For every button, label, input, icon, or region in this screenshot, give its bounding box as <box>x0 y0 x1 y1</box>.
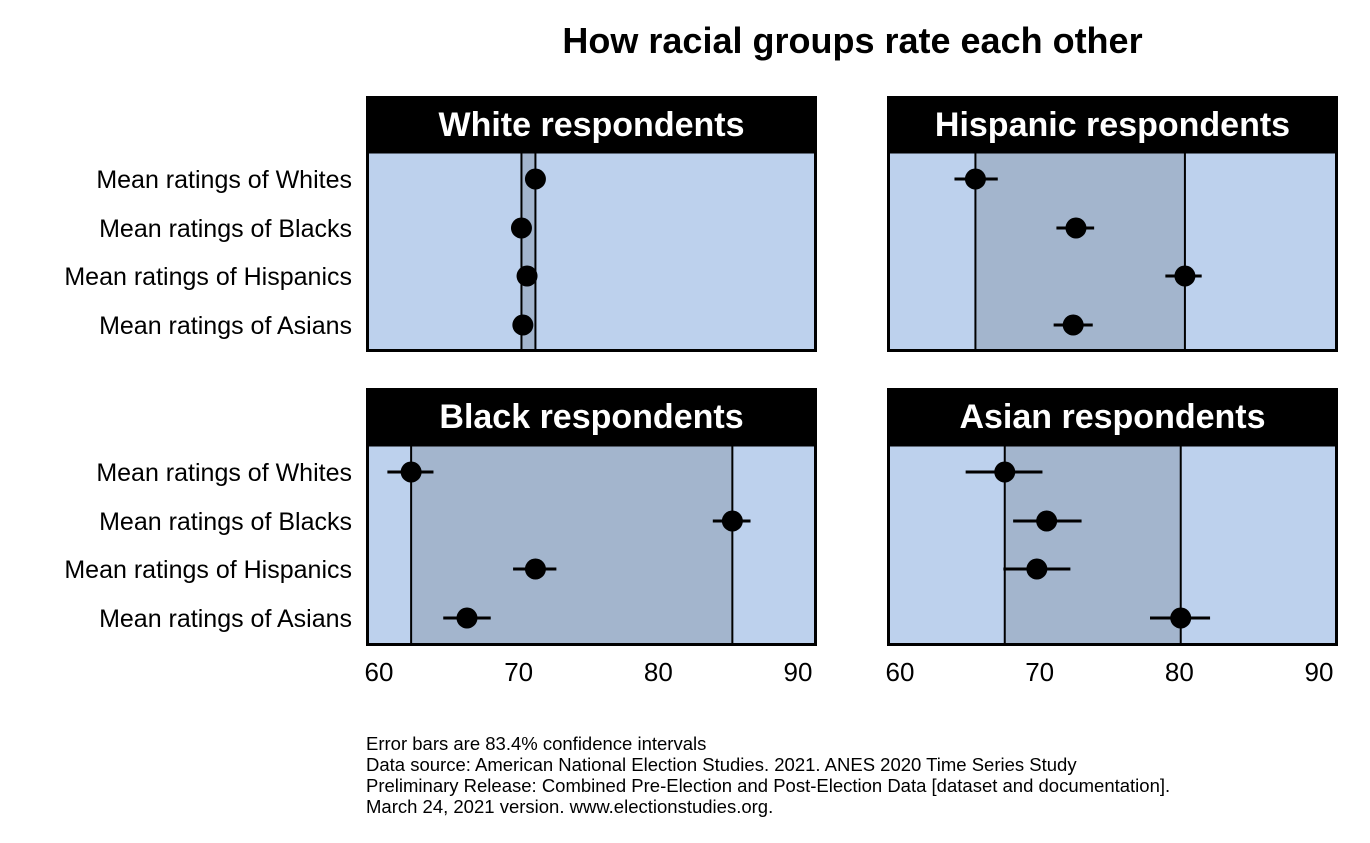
panel-white-respondents: White respondents Mean ratings of Whites M… <box>64 96 817 352</box>
note-line: Error bars are 83.4% confidence interval… <box>366 733 707 754</box>
panel-header <box>887 96 1338 152</box>
tick-label: 60 <box>886 657 915 687</box>
row-label: Mean ratings of Hispanics <box>64 263 352 291</box>
panel-black-respondents: Black respondents Mean ratings of Whites M… <box>64 388 817 687</box>
chart-title: How racial groups rate each other <box>562 20 1143 61</box>
data-point <box>1036 510 1058 532</box>
tick-label: 70 <box>1025 657 1054 687</box>
panel-title: White respondents <box>438 106 744 144</box>
tick-label: 80 <box>1165 657 1194 687</box>
data-point <box>1026 558 1048 580</box>
panel-title: Hispanic respondents <box>935 106 1290 144</box>
data-point <box>1062 314 1084 336</box>
data-point <box>994 461 1016 483</box>
row-label: Mean ratings of Blacks <box>99 215 352 243</box>
data-point <box>456 607 478 629</box>
panel-background <box>366 152 817 352</box>
tick-label: 80 <box>644 657 673 687</box>
note-line: March 24, 2021 version. www.electionstud… <box>366 796 774 817</box>
data-point <box>524 558 546 580</box>
panel-asian-respondents: Asian respondents 60 70 80 90 <box>886 388 1338 687</box>
row-label: Mean ratings of Asians <box>99 312 352 340</box>
panel-header <box>366 388 817 445</box>
row-label: Mean ratings of Hispanics <box>64 556 352 584</box>
panel-title: Asian respondents <box>959 398 1265 436</box>
tick-label: 60 <box>365 657 394 687</box>
data-point <box>1170 607 1192 629</box>
tick-label: 90 <box>784 657 813 687</box>
tick-label: 90 <box>1305 657 1334 687</box>
panel-header <box>887 388 1338 445</box>
data-point <box>516 265 538 287</box>
row-label: Mean ratings of Whites <box>96 459 352 487</box>
panel-title: Black respondents <box>439 398 743 436</box>
note-line: Preliminary Release: Combined Pre-Electi… <box>366 775 1171 796</box>
data-point <box>524 168 546 190</box>
data-point <box>721 510 743 532</box>
data-point <box>1065 217 1087 239</box>
note-line: Data source: American National Election … <box>366 754 1077 775</box>
data-point <box>512 314 534 336</box>
range-band <box>521 152 536 352</box>
data-point <box>1174 265 1196 287</box>
range-band <box>1004 445 1181 646</box>
data-point <box>400 461 422 483</box>
panel-header <box>366 96 817 152</box>
row-label: Mean ratings of Blacks <box>99 508 352 536</box>
row-label: Mean ratings of Asians <box>99 605 352 633</box>
source-notes: Error bars are 83.4% confidence interval… <box>366 733 1170 817</box>
data-point <box>964 168 986 190</box>
panel-hispanic-respondents: Hispanic respondents <box>887 96 1338 352</box>
tick-label: 70 <box>504 657 533 687</box>
data-point <box>510 217 532 239</box>
row-label: Mean ratings of Whites <box>96 166 352 194</box>
